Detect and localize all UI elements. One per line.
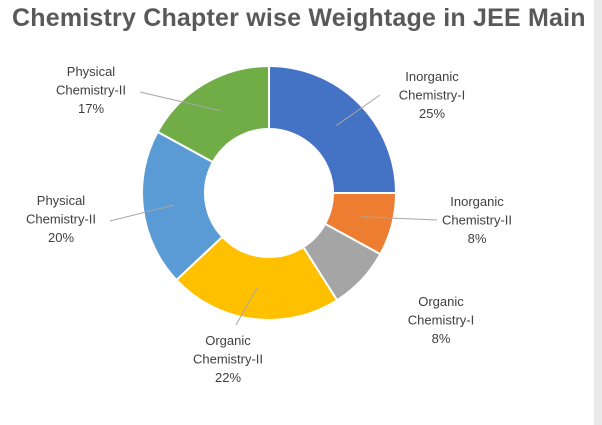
- leader-line: [109, 204, 175, 222]
- slice-category-label: Chemistry-II: [26, 212, 96, 227]
- slice-category-label: Organic: [418, 294, 464, 309]
- slice-category-label: Chemistry-II: [56, 83, 126, 98]
- slice-category-label: Chemistry-I: [408, 313, 474, 328]
- data-labels: Inorganic Chemistry-I 25% Inorganic Chemistr…: [26, 64, 512, 385]
- slice-category-label: Chemistry-II: [442, 213, 512, 228]
- donut-slices: [141, 64, 398, 321]
- slice-value-label: 8%: [432, 331, 451, 346]
- slice-category-label: Physical: [67, 64, 116, 79]
- slice-value-label: 20%: [48, 230, 74, 245]
- chart-title: Chemistry Chapter wise Weightage in JEE …: [12, 4, 586, 32]
- slice-value-label: 22%: [215, 370, 241, 385]
- leader-line: [139, 91, 221, 112]
- slice-value-label: 8%: [468, 231, 487, 246]
- leader-line: [235, 287, 258, 326]
- slice-category-label: Physical: [37, 193, 86, 208]
- leader-line: [336, 94, 381, 126]
- leader-line: [361, 216, 438, 221]
- slice-category-label: Organic: [205, 333, 251, 348]
- donut-slice: [268, 64, 398, 194]
- slice-category-label: Chemistry-I: [399, 88, 465, 103]
- slice-value-label: 17%: [78, 101, 104, 116]
- slice-category-label: Chemistry-II: [193, 352, 263, 367]
- frame-edge: [594, 0, 602, 425]
- donut-slice: [175, 235, 339, 321]
- slice-category-label: Inorganic: [405, 69, 459, 84]
- donut-slice: [156, 64, 270, 164]
- slice-value-label: 25%: [419, 106, 445, 121]
- leader-lines: [109, 91, 438, 326]
- slice-category-label: Inorganic: [450, 194, 504, 209]
